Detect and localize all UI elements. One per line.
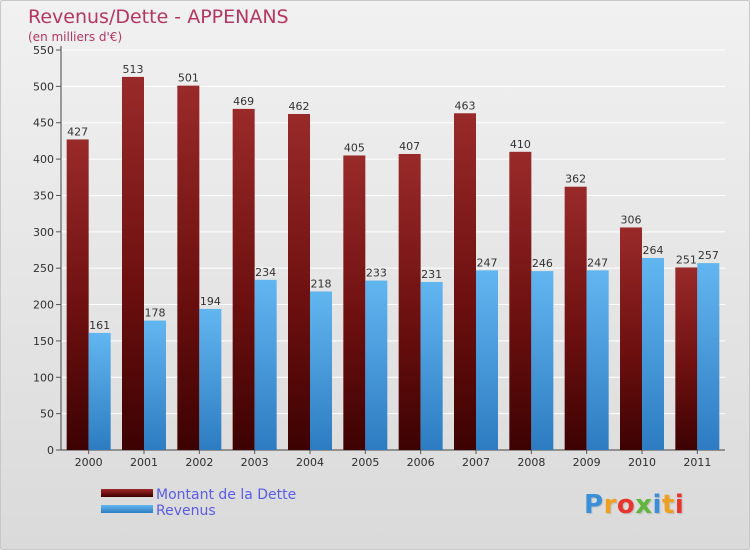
revenus-value-label-2005: 233 bbox=[366, 267, 387, 280]
revenus-value-label-2001: 178 bbox=[145, 307, 166, 320]
grid-lines bbox=[61, 49, 725, 415]
dette-bar-2010 bbox=[620, 227, 642, 450]
dette-bar-2003 bbox=[232, 108, 255, 450]
revenus-bar-2000 bbox=[88, 332, 111, 450]
x-tick-label: 2009 bbox=[573, 456, 601, 469]
dette-value-label-2004: 462 bbox=[289, 100, 310, 113]
y-tick-label: 300 bbox=[33, 226, 54, 239]
legend-label-dette: Montant de la Dette bbox=[156, 487, 296, 503]
y-tick-label: 100 bbox=[33, 371, 54, 384]
dette-value-label-2002: 501 bbox=[178, 72, 199, 85]
chart-subtitle: (en milliers d'€) bbox=[28, 30, 123, 44]
data-labels: 427 161 513 178 501 194 469 234 462 218 405 233 407 2… bbox=[67, 63, 719, 332]
dette-bar-2001 bbox=[122, 76, 144, 450]
legend-swatch-dette bbox=[101, 489, 153, 497]
y-tick-label: 0 bbox=[47, 444, 54, 457]
dette-value-label-2006: 407 bbox=[399, 140, 420, 153]
dette-value-label-2003: 469 bbox=[233, 95, 254, 108]
dette-bar-2006 bbox=[398, 154, 421, 450]
dette-bar-2008 bbox=[509, 151, 532, 450]
logo-letter: o bbox=[616, 490, 636, 520]
dette-bar-2000 bbox=[66, 139, 89, 451]
revenus-bar-2002 bbox=[199, 308, 222, 450]
revenus-value-label-2006: 231 bbox=[421, 268, 442, 281]
revenus-bar-2001 bbox=[144, 320, 166, 450]
y-tick-label: 50 bbox=[40, 408, 54, 421]
revenus-bar-2009 bbox=[586, 270, 609, 450]
revenus-value-label-2004: 218 bbox=[311, 277, 332, 290]
y-tick-label: 150 bbox=[33, 335, 54, 348]
dette-bar-2004 bbox=[288, 114, 310, 450]
dette-bar-2007 bbox=[454, 113, 476, 450]
revenus-bar-2004 bbox=[310, 291, 332, 450]
x-tick-label: 2008 bbox=[517, 456, 545, 469]
x-tick-label: 2006 bbox=[407, 456, 435, 469]
revenus-value-label-2008: 246 bbox=[532, 257, 553, 270]
y-tick-label: 450 bbox=[33, 117, 54, 130]
x-tick-label: 2000 bbox=[75, 456, 103, 469]
logo-letter: x bbox=[635, 490, 653, 520]
x-tick-label: 2007 bbox=[462, 456, 490, 469]
revenus-value-label-2003: 234 bbox=[255, 266, 276, 279]
dette-bar-2011 bbox=[675, 267, 698, 450]
y-tick-label: 250 bbox=[33, 262, 54, 275]
y-tick-label: 550 bbox=[33, 44, 54, 57]
revenus-bar-2005 bbox=[365, 280, 388, 450]
dette-value-label-2010: 306 bbox=[621, 213, 642, 226]
dette-value-label-2008: 410 bbox=[510, 138, 531, 151]
revenus-bar-2006 bbox=[420, 282, 443, 450]
x-tick-label: 2010 bbox=[628, 456, 656, 469]
logo-letter: r bbox=[603, 490, 617, 520]
bars bbox=[66, 76, 720, 451]
logo-letter: i bbox=[674, 490, 685, 520]
dette-value-label-2001: 513 bbox=[123, 63, 144, 76]
revenus-bar-2007 bbox=[476, 270, 498, 450]
proxiti-logo: Proxiti bbox=[584, 490, 684, 520]
revenus-value-label-2011: 257 bbox=[698, 249, 719, 262]
dette-bar-2002 bbox=[177, 85, 200, 451]
x-tick-label: 2004 bbox=[296, 456, 324, 469]
x-tick-label: 2003 bbox=[241, 456, 269, 469]
x-tick-label: 2005 bbox=[351, 456, 379, 469]
y-tick-label: 400 bbox=[33, 153, 54, 166]
revenus-bar-2008 bbox=[531, 271, 554, 450]
dette-value-label-2007: 463 bbox=[455, 99, 476, 112]
chart-title: Revenus/Dette - APPENANS bbox=[28, 6, 289, 28]
revenus-bar-2010 bbox=[642, 258, 664, 450]
y-tick-label: 500 bbox=[33, 80, 54, 93]
logo-letter: i bbox=[652, 490, 662, 520]
legend-swatch-revenus bbox=[101, 505, 153, 513]
dette-value-label-2005: 405 bbox=[344, 141, 365, 154]
revenus-value-label-2009: 247 bbox=[587, 256, 608, 269]
dette-value-label-2000: 427 bbox=[67, 125, 88, 138]
x-tick-label: 2002 bbox=[185, 456, 213, 469]
x-tick-label: 2001 bbox=[130, 456, 158, 469]
y-tick-label: 200 bbox=[33, 299, 54, 312]
dette-value-label-2011: 251 bbox=[676, 253, 697, 266]
revenus-value-label-2002: 194 bbox=[200, 295, 221, 308]
y-tick-label: 350 bbox=[33, 189, 54, 202]
logo-letter: P bbox=[584, 490, 604, 520]
dette-bar-2009 bbox=[564, 186, 587, 450]
revenus-bar-2011 bbox=[697, 263, 720, 450]
revenus-value-label-2007: 247 bbox=[477, 256, 498, 269]
x-tick-label: 2011 bbox=[683, 456, 711, 469]
revenus-value-label-2000: 161 bbox=[89, 319, 110, 332]
revenus-value-label-2010: 264 bbox=[643, 244, 664, 257]
revenus-bar-2003 bbox=[254, 279, 277, 450]
dette-bar-2005 bbox=[343, 155, 366, 451]
axes: 0 50 100 150 200 250 300 350 400 450 500 550 2000 200… bbox=[33, 44, 725, 469]
logo-letter: t bbox=[661, 490, 675, 520]
legend-label-revenus: Revenus bbox=[156, 503, 216, 519]
dette-value-label-2009: 362 bbox=[565, 173, 586, 186]
